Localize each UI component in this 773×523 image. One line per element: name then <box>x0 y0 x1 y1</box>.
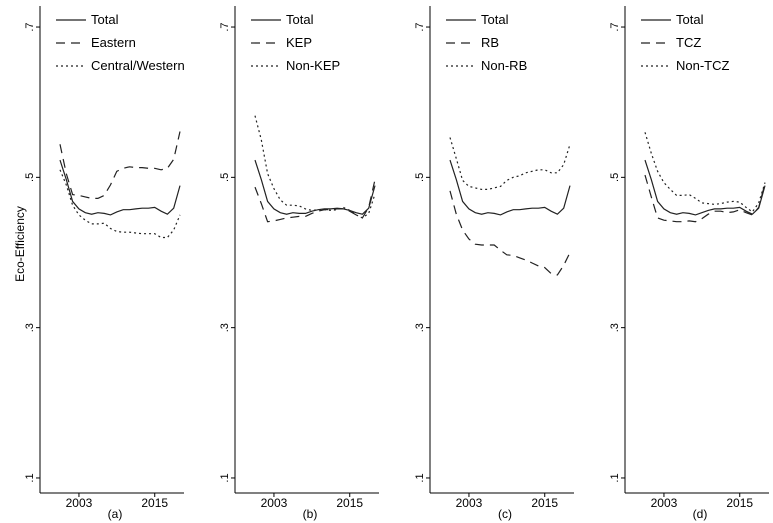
y-tick-label: .1 <box>219 473 231 482</box>
x-tick-label: 2015 <box>336 496 363 510</box>
y-tick-label: .1 <box>24 473 36 482</box>
series-line-dotted <box>449 137 571 190</box>
y-tick-label: .7 <box>414 22 426 31</box>
y-tick-label: .5 <box>414 173 426 182</box>
y-tick-label: .1 <box>414 473 426 482</box>
panel-label: (b) <box>303 507 318 521</box>
x-tick-label: 2015 <box>726 496 753 510</box>
legend-label: Non-KEP <box>286 58 340 73</box>
legend-label: Central/Western <box>91 58 185 73</box>
legend-label: Eastern <box>91 35 136 50</box>
panel-label: (c) <box>498 507 512 521</box>
y-tick-label: .5 <box>24 173 36 182</box>
series-line-dotted <box>59 169 181 239</box>
panel-a: .1 .3 .5 .7 2003 2015 (a) Total Eastern Central/W… <box>24 6 185 521</box>
panel-label: (d) <box>693 507 708 521</box>
legend-label: Total <box>676 12 704 27</box>
series-line-solid <box>59 159 181 216</box>
y-axis-title: Eco-Efficiency <box>13 206 27 282</box>
series-line-solid <box>254 159 376 215</box>
x-tick-label: 2015 <box>531 496 558 510</box>
panel-c: .1 .3 .5 .7 2003 2015 (c) Total RB Non-RB <box>414 6 574 521</box>
legend: Total Eastern Central/Western <box>56 12 185 73</box>
series-line-solid <box>644 159 766 216</box>
legend: Total TCZ Non-TCZ <box>641 12 730 73</box>
series-line-dashed <box>644 174 766 223</box>
legend-label: Non-TCZ <box>676 58 730 73</box>
legend-label: TCZ <box>676 35 701 50</box>
panel-b: .1 .3 .5 .7 2003 2015 (b) Total KEP Non-KEP <box>219 6 379 521</box>
y-tick-label: .7 <box>609 22 621 31</box>
legend-label: Total <box>481 12 509 27</box>
x-tick-label: 2015 <box>141 496 168 510</box>
y-tick-label: .3 <box>24 323 36 332</box>
legend: Total RB Non-RB <box>446 12 527 73</box>
y-tick-label: .7 <box>219 22 231 31</box>
series-line-dashed <box>59 131 181 199</box>
y-tick-label: .7 <box>24 22 36 31</box>
series-line-dotted <box>644 132 766 213</box>
legend: Total KEP Non-KEP <box>251 12 340 73</box>
legend-label: Total <box>286 12 314 27</box>
y-tick-label: .5 <box>609 173 621 182</box>
panel-d: .1 .3 .5 .7 2003 2015 (d) Total TCZ Non-TCZ <box>609 6 769 521</box>
y-tick-label: .1 <box>609 473 621 482</box>
y-tick-label: .3 <box>609 323 621 332</box>
panels-group: .1 .3 .5 .7 2003 2015 (a) Total Eastern Central/W… <box>24 6 769 521</box>
y-tick-label: .5 <box>219 173 231 182</box>
series-line-dashed <box>254 179 376 223</box>
panel-label: (a) <box>108 507 123 521</box>
x-tick-label: 2003 <box>456 496 483 510</box>
legend-label: RB <box>481 35 499 50</box>
legend-label: Non-RB <box>481 58 527 73</box>
y-tick-label: .3 <box>219 323 231 332</box>
legend-label: Total <box>91 12 119 27</box>
x-tick-label: 2003 <box>66 496 93 510</box>
series-line-solid <box>449 159 571 216</box>
y-tick-label: .3 <box>414 323 426 332</box>
x-tick-label: 2003 <box>261 496 288 510</box>
series-line-dotted <box>254 115 376 219</box>
series-line-dashed <box>449 190 571 276</box>
x-tick-label: 2003 <box>651 496 678 510</box>
legend-label: KEP <box>286 35 312 50</box>
